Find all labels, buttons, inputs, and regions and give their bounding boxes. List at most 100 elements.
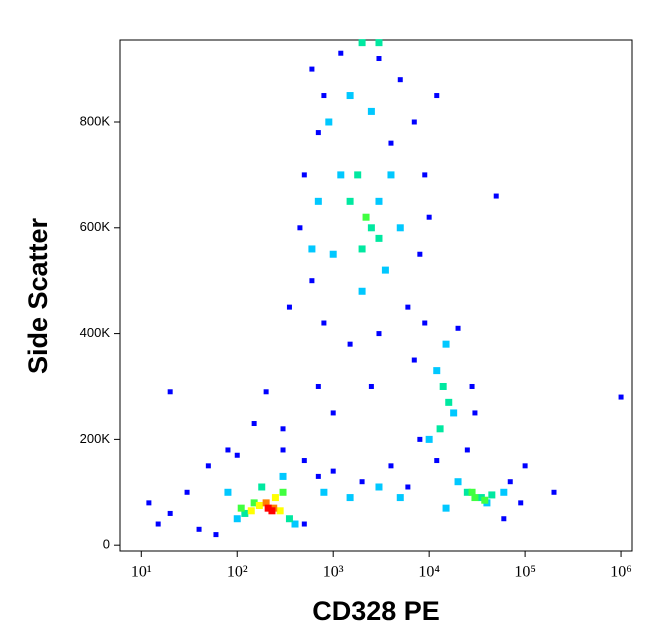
point — [501, 516, 507, 522]
x-tick-label: 10⁴ — [418, 564, 440, 581]
point — [314, 197, 322, 205]
point — [346, 197, 354, 205]
point — [387, 171, 395, 179]
point — [330, 468, 336, 474]
point — [263, 389, 269, 395]
point — [469, 383, 475, 389]
point — [434, 458, 440, 464]
point — [347, 341, 353, 347]
point — [358, 245, 366, 253]
point — [224, 488, 232, 496]
x-axis-title: CD328 PE — [312, 596, 440, 626]
point — [426, 214, 432, 220]
point — [434, 93, 440, 99]
point — [264, 504, 272, 512]
point — [280, 447, 286, 453]
point — [251, 421, 257, 427]
point — [551, 489, 557, 495]
x-tick-label: 10³ — [323, 564, 344, 581]
point — [354, 171, 362, 179]
point — [405, 304, 411, 310]
point — [167, 389, 173, 395]
y-tick-label: 800K — [80, 113, 111, 128]
point — [433, 367, 441, 375]
point — [271, 494, 279, 502]
point — [315, 473, 321, 479]
point — [367, 224, 375, 232]
point — [309, 66, 315, 72]
point — [367, 107, 375, 115]
point — [518, 500, 524, 506]
point — [276, 507, 284, 515]
point — [146, 500, 152, 506]
point — [455, 325, 461, 331]
point — [315, 130, 321, 136]
point — [375, 234, 383, 242]
point — [205, 463, 211, 469]
point — [196, 526, 202, 532]
point — [362, 213, 370, 221]
x-tick-label: 10¹ — [131, 564, 152, 581]
point — [301, 458, 307, 464]
point — [507, 479, 513, 485]
point — [321, 93, 327, 99]
point — [388, 463, 394, 469]
point — [301, 521, 307, 527]
point — [417, 251, 423, 257]
y-tick-label: 0 — [103, 537, 110, 552]
point — [315, 383, 321, 389]
point — [376, 331, 382, 337]
point — [291, 520, 299, 528]
point — [258, 483, 266, 491]
point — [330, 410, 336, 416]
points — [146, 39, 624, 538]
point — [376, 56, 382, 62]
point — [358, 287, 366, 295]
point — [255, 502, 263, 510]
point — [279, 488, 287, 496]
x-tick-label: 10⁵ — [514, 564, 536, 581]
point — [397, 77, 403, 83]
point — [463, 488, 471, 496]
y-tick-label: 600K — [80, 219, 111, 234]
point — [358, 39, 366, 47]
point — [338, 50, 344, 56]
point — [359, 479, 365, 485]
point — [297, 225, 303, 231]
point — [329, 250, 337, 258]
point — [234, 452, 240, 458]
point — [375, 197, 383, 205]
point — [396, 224, 404, 232]
y-axis-title: Side Scatter — [23, 217, 53, 374]
point — [280, 426, 286, 432]
point — [439, 382, 447, 390]
point — [422, 320, 428, 326]
point — [286, 304, 292, 310]
point — [445, 398, 453, 406]
point — [247, 507, 255, 515]
point — [381, 266, 389, 274]
point — [375, 39, 383, 47]
point — [450, 409, 458, 417]
point — [454, 478, 462, 486]
point — [309, 278, 315, 284]
point — [396, 494, 404, 502]
point — [442, 504, 450, 512]
point — [155, 521, 161, 527]
point — [321, 320, 327, 326]
point — [346, 494, 354, 502]
point — [279, 472, 287, 480]
point — [241, 509, 249, 517]
point — [213, 532, 219, 538]
point — [481, 496, 489, 504]
point — [301, 172, 307, 178]
point — [405, 484, 411, 490]
point — [368, 383, 374, 389]
point — [346, 92, 354, 100]
point — [320, 488, 328, 496]
x-tick-label: 10⁶ — [610, 564, 632, 581]
point — [225, 447, 231, 453]
point — [493, 193, 499, 199]
